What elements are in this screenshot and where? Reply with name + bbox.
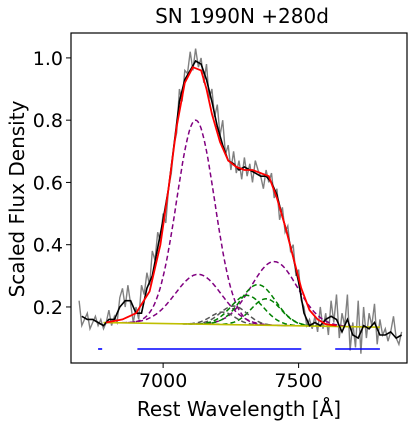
component-green-5	[182, 294, 313, 327]
plot-frame	[70, 32, 408, 364]
y-tick-label: 0.6	[33, 172, 63, 194]
continuum-line	[103, 321, 380, 328]
plot-series	[78, 48, 403, 354]
component-purple-3	[182, 260, 367, 328]
x-tick-label: 7500	[274, 370, 322, 392]
x-tick-label: 7000	[139, 370, 187, 392]
fit-line	[106, 66, 337, 327]
axis-ticks: 7000 7500 0.2 0.4 0.6 0.8 1.0	[33, 48, 323, 392]
y-tick-label: 0.2	[33, 297, 63, 319]
component-purple-2	[106, 273, 291, 327]
y-tick-label: 0.4	[33, 235, 63, 257]
x-axis-label: Rest Wavelength [Å]	[137, 397, 341, 421]
y-tick-label: 1.0	[33, 48, 63, 70]
chart-title: SN 1990N +280d	[155, 4, 329, 28]
component-purple-1	[119, 119, 272, 327]
y-axis-label: Scaled Flux Density	[5, 100, 29, 297]
y-tick-label: 0.8	[33, 110, 63, 132]
